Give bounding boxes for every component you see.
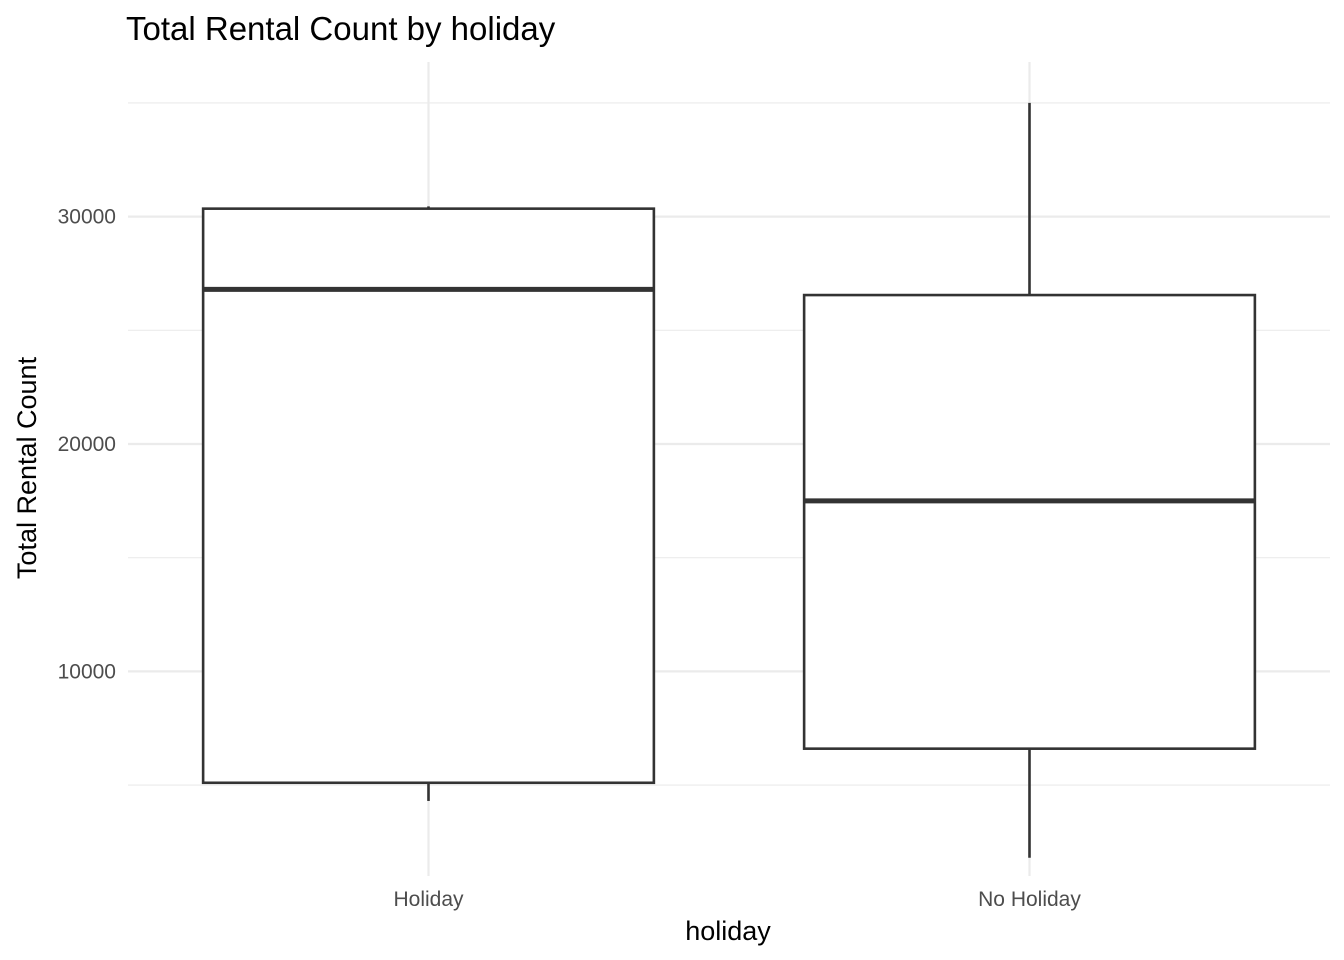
x-tick-label: Holiday [393, 888, 464, 911]
y-tick-label: 30000 [58, 206, 116, 229]
box-holiday [201, 206, 656, 801]
y-axis-ticks: 10000 20000 30000 [58, 206, 116, 684]
box-no-holiday [802, 102, 1257, 858]
box-layer [201, 102, 1257, 858]
iqr-box [201, 207, 656, 785]
x-tick-label: No Holiday [978, 888, 1081, 911]
x-axis-title: holiday [685, 916, 771, 946]
x-axis-ticks: Holiday No Holiday [393, 888, 1081, 911]
y-axis-title: Total Rental Count [12, 356, 42, 579]
y-tick-label: 20000 [58, 433, 116, 456]
iqr-box [802, 293, 1257, 750]
y-tick-label: 10000 [58, 660, 116, 683]
chart-title: Total Rental Count by holiday [126, 10, 556, 47]
